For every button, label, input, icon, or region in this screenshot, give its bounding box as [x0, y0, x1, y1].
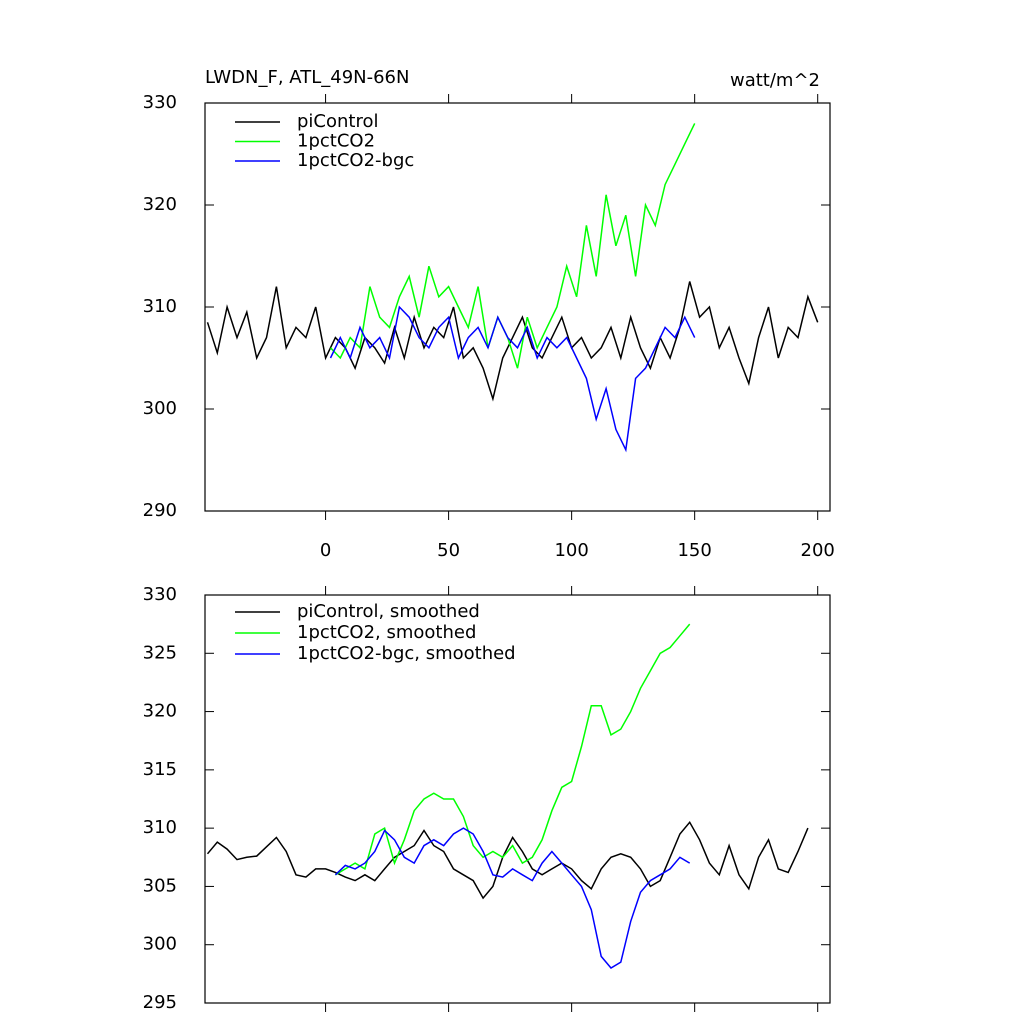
legend-label: 1pctCO2 [297, 131, 375, 152]
x-tick-label: 50 [437, 540, 460, 561]
x-tick-label: 200 [801, 540, 835, 561]
y-tick-label: 320 [143, 701, 177, 722]
series-line [206, 281, 819, 402]
legend-label: piControl, smoothed [297, 601, 480, 622]
series-line [329, 305, 696, 453]
legend-label: 1pctCO2-bgc [297, 150, 414, 171]
units-label: watt/m^2 [730, 70, 820, 91]
y-tick-label: 310 [143, 817, 177, 838]
y-tick-label: 300 [143, 398, 177, 419]
y-tick-label: 330 [143, 584, 177, 605]
y-tick-label: 320 [143, 194, 177, 215]
y-tick-label: 300 [143, 934, 177, 955]
y-tick-label: 305 [143, 875, 177, 896]
y-tick-label: 325 [143, 642, 177, 663]
chart-title: LWDN_F, ATL_49N-66N [205, 67, 409, 88]
series-line [329, 123, 696, 369]
x-tick-label: 0 [320, 540, 331, 561]
series-line [334, 827, 691, 969]
y-tick-label: 310 [143, 296, 177, 317]
y-tick-label: 315 [143, 759, 177, 780]
series-line [206, 820, 809, 900]
y-tick-label: 290 [143, 500, 177, 521]
legend-label: 1pctCO2, smoothed [297, 622, 476, 643]
x-tick-label: 150 [677, 540, 711, 561]
series-line [335, 623, 691, 876]
plot-frame [204, 594, 831, 1004]
y-tick-label: 330 [143, 92, 177, 113]
x-tick-label: 100 [554, 540, 588, 561]
legend-label: 1pctCO2-bgc, smoothed [297, 643, 516, 664]
legend-label: piControl [297, 111, 379, 132]
y-tick-label: 295 [143, 992, 177, 1013]
